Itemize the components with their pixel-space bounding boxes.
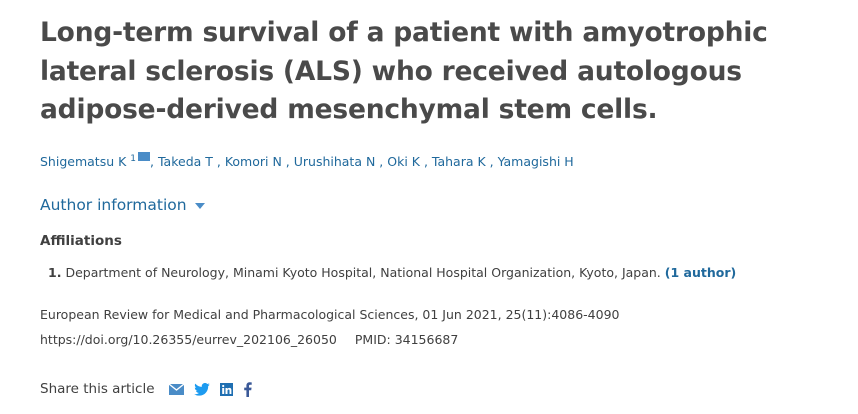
author-link[interactable]: Komori N: [224, 154, 282, 170]
facebook-icon[interactable]: [243, 381, 252, 397]
affiliation-item: 1. Department of Neurology, Minami Kyoto…: [48, 265, 736, 280]
email-icon[interactable]: [138, 152, 151, 162]
doi-link[interactable]: https://doi.org/10.26355/eurrev_202106_2…: [40, 332, 337, 347]
author-link[interactable]: Urushihata N: [293, 154, 376, 170]
author-link[interactable]: Takeda T: [157, 154, 213, 170]
article-title: Long-term survival of a patient with amy…: [40, 17, 768, 125]
email-icon[interactable]: [168, 383, 184, 395]
share-bar: Share this article: [40, 381, 252, 397]
pmid: PMID: 34156687: [354, 332, 459, 347]
affiliation-text: Department of Neurology, Minami Kyoto Ho…: [65, 265, 661, 280]
author-link[interactable]: Oki K: [387, 154, 420, 170]
affiliation-number: 1.: [48, 265, 62, 280]
author-information-toggle[interactable]: Author information: [40, 196, 205, 214]
affiliation-ref[interactable]: 1: [130, 154, 137, 164]
journal-citation: European Review for Medical and Pharmaco…: [40, 307, 619, 322]
caret-down-icon: [194, 202, 205, 209]
author-link[interactable]: Yamagishi H: [497, 154, 574, 170]
affiliation-author-count[interactable]: (1 author): [664, 265, 737, 280]
author-information-label: Author information: [40, 196, 187, 214]
twitter-icon[interactable]: [193, 382, 210, 396]
share-label: Share this article: [40, 381, 155, 397]
journal-name: European Review for Medical and Pharmaco…: [40, 307, 415, 322]
journal-details: , 01 Jun 2021, 25(11):4086-4090: [414, 307, 620, 322]
author-list: Shigematsu K 1, Takeda T , Komori N , Ur…: [40, 152, 574, 170]
author-link[interactable]: Tahara K: [431, 154, 486, 170]
identifiers: https://doi.org/10.26355/eurrev_202106_2…: [40, 332, 458, 347]
affiliations-heading: Affiliations: [40, 233, 122, 249]
author-link[interactable]: Shigematsu K: [40, 154, 127, 170]
linkedin-icon[interactable]: [219, 382, 233, 396]
